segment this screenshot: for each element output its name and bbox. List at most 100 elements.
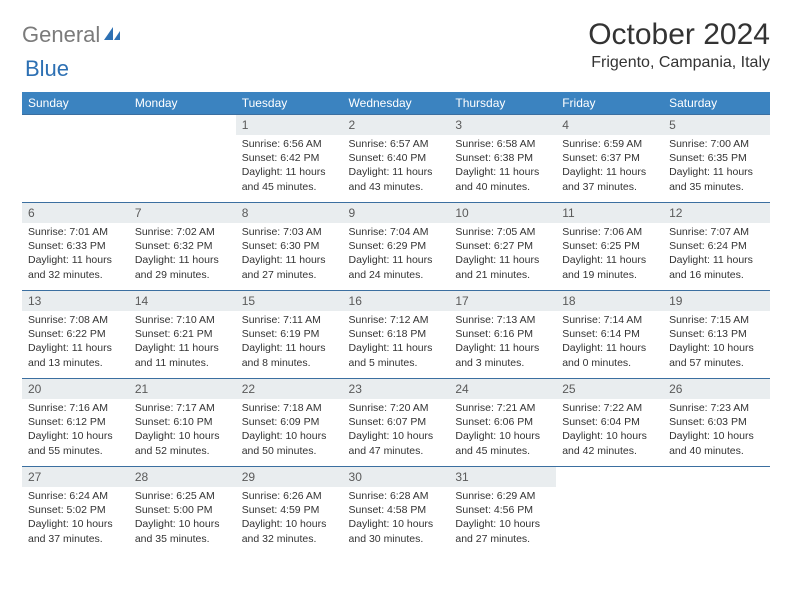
calendar-day-cell: 6Sunrise: 7:01 AMSunset: 6:33 PMDaylight…: [22, 203, 129, 291]
day-number: 27: [22, 467, 129, 487]
day-details: Sunrise: 7:12 AMSunset: 6:18 PMDaylight:…: [343, 311, 450, 374]
day-number: 31: [449, 467, 556, 487]
day-number: 30: [343, 467, 450, 487]
day-number: 13: [22, 291, 129, 311]
calendar-day-cell: 30Sunrise: 6:28 AMSunset: 4:58 PMDayligh…: [343, 467, 450, 555]
calendar-day-cell: 28Sunrise: 6:25 AMSunset: 5:00 PMDayligh…: [129, 467, 236, 555]
day-number: 1: [236, 115, 343, 135]
day-details: Sunrise: 7:04 AMSunset: 6:29 PMDaylight:…: [343, 223, 450, 286]
calendar-day-cell: 2Sunrise: 6:57 AMSunset: 6:40 PMDaylight…: [343, 115, 450, 203]
day-number: 8: [236, 203, 343, 223]
day-details: Sunrise: 6:28 AMSunset: 4:58 PMDaylight:…: [343, 487, 450, 550]
calendar-day-cell: 9Sunrise: 7:04 AMSunset: 6:29 PMDaylight…: [343, 203, 450, 291]
day-number: 15: [236, 291, 343, 311]
day-details: Sunrise: 7:22 AMSunset: 6:04 PMDaylight:…: [556, 399, 663, 462]
calendar-day-cell: 25Sunrise: 7:22 AMSunset: 6:04 PMDayligh…: [556, 379, 663, 467]
calendar-day-cell: 8Sunrise: 7:03 AMSunset: 6:30 PMDaylight…: [236, 203, 343, 291]
calendar-day-cell: 15Sunrise: 7:11 AMSunset: 6:19 PMDayligh…: [236, 291, 343, 379]
calendar-day-cell: 26Sunrise: 7:23 AMSunset: 6:03 PMDayligh…: [663, 379, 770, 467]
day-details: Sunrise: 6:56 AMSunset: 6:42 PMDaylight:…: [236, 135, 343, 198]
day-details: Sunrise: 6:25 AMSunset: 5:00 PMDaylight:…: [129, 487, 236, 550]
sail-icon: [102, 25, 122, 48]
logo: General: [22, 22, 122, 48]
day-number: 29: [236, 467, 343, 487]
day-number: 20: [22, 379, 129, 399]
day-number: 18: [556, 291, 663, 311]
calendar-day-cell: 23Sunrise: 7:20 AMSunset: 6:07 PMDayligh…: [343, 379, 450, 467]
day-details: Sunrise: 7:00 AMSunset: 6:35 PMDaylight:…: [663, 135, 770, 198]
calendar-week-row: 6Sunrise: 7:01 AMSunset: 6:33 PMDaylight…: [22, 203, 770, 291]
logo-text-blue: Blue: [25, 56, 69, 81]
location: Frigento, Campania, Italy: [588, 54, 770, 72]
calendar-day-cell: 29Sunrise: 6:26 AMSunset: 4:59 PMDayligh…: [236, 467, 343, 555]
day-number: 7: [129, 203, 236, 223]
day-number: 6: [22, 203, 129, 223]
calendar-week-row: 13Sunrise: 7:08 AMSunset: 6:22 PMDayligh…: [22, 291, 770, 379]
calendar-day-cell: 7Sunrise: 7:02 AMSunset: 6:32 PMDaylight…: [129, 203, 236, 291]
day-number: 19: [663, 291, 770, 311]
calendar-table: Sunday Monday Tuesday Wednesday Thursday…: [22, 92, 770, 555]
day-number: 2: [343, 115, 450, 135]
calendar-day-cell: [22, 115, 129, 203]
day-number: 22: [236, 379, 343, 399]
weekday-header: Friday: [556, 92, 663, 115]
day-number: 3: [449, 115, 556, 135]
day-details: Sunrise: 7:20 AMSunset: 6:07 PMDaylight:…: [343, 399, 450, 462]
day-details: Sunrise: 7:13 AMSunset: 6:16 PMDaylight:…: [449, 311, 556, 374]
weekday-header: Monday: [129, 92, 236, 115]
day-details: Sunrise: 7:21 AMSunset: 6:06 PMDaylight:…: [449, 399, 556, 462]
calendar-day-cell: 18Sunrise: 7:14 AMSunset: 6:14 PMDayligh…: [556, 291, 663, 379]
weekday-header: Thursday: [449, 92, 556, 115]
calendar-day-cell: 13Sunrise: 7:08 AMSunset: 6:22 PMDayligh…: [22, 291, 129, 379]
calendar-day-cell: 24Sunrise: 7:21 AMSunset: 6:06 PMDayligh…: [449, 379, 556, 467]
calendar-day-cell: 16Sunrise: 7:12 AMSunset: 6:18 PMDayligh…: [343, 291, 450, 379]
calendar-day-cell: 31Sunrise: 6:29 AMSunset: 4:56 PMDayligh…: [449, 467, 556, 555]
day-details: Sunrise: 7:01 AMSunset: 6:33 PMDaylight:…: [22, 223, 129, 286]
day-number: 14: [129, 291, 236, 311]
month-title: October 2024: [588, 18, 770, 52]
calendar-day-cell: 5Sunrise: 7:00 AMSunset: 6:35 PMDaylight…: [663, 115, 770, 203]
weekday-header: Wednesday: [343, 92, 450, 115]
day-details: Sunrise: 7:16 AMSunset: 6:12 PMDaylight:…: [22, 399, 129, 462]
calendar-week-row: 1Sunrise: 6:56 AMSunset: 6:42 PMDaylight…: [22, 115, 770, 203]
weekday-header: Tuesday: [236, 92, 343, 115]
calendar-day-cell: 17Sunrise: 7:13 AMSunset: 6:16 PMDayligh…: [449, 291, 556, 379]
day-number: 17: [449, 291, 556, 311]
day-details: Sunrise: 7:05 AMSunset: 6:27 PMDaylight:…: [449, 223, 556, 286]
weekday-header-row: Sunday Monday Tuesday Wednesday Thursday…: [22, 92, 770, 115]
day-details: Sunrise: 7:10 AMSunset: 6:21 PMDaylight:…: [129, 311, 236, 374]
day-details: Sunrise: 7:02 AMSunset: 6:32 PMDaylight:…: [129, 223, 236, 286]
day-number: 23: [343, 379, 450, 399]
calendar-day-cell: [129, 115, 236, 203]
day-number: 16: [343, 291, 450, 311]
day-details: Sunrise: 7:03 AMSunset: 6:30 PMDaylight:…: [236, 223, 343, 286]
calendar-day-cell: 10Sunrise: 7:05 AMSunset: 6:27 PMDayligh…: [449, 203, 556, 291]
day-number: 28: [129, 467, 236, 487]
day-details: Sunrise: 6:59 AMSunset: 6:37 PMDaylight:…: [556, 135, 663, 198]
day-details: Sunrise: 6:29 AMSunset: 4:56 PMDaylight:…: [449, 487, 556, 550]
title-block: October 2024 Frigento, Campania, Italy: [588, 18, 770, 72]
weekday-header: Saturday: [663, 92, 770, 115]
day-details: Sunrise: 7:23 AMSunset: 6:03 PMDaylight:…: [663, 399, 770, 462]
day-details: Sunrise: 7:06 AMSunset: 6:25 PMDaylight:…: [556, 223, 663, 286]
day-details: Sunrise: 6:26 AMSunset: 4:59 PMDaylight:…: [236, 487, 343, 550]
day-number: 24: [449, 379, 556, 399]
calendar-day-cell: 4Sunrise: 6:59 AMSunset: 6:37 PMDaylight…: [556, 115, 663, 203]
calendar-day-cell: 14Sunrise: 7:10 AMSunset: 6:21 PMDayligh…: [129, 291, 236, 379]
calendar-day-cell: 22Sunrise: 7:18 AMSunset: 6:09 PMDayligh…: [236, 379, 343, 467]
day-details: Sunrise: 7:15 AMSunset: 6:13 PMDaylight:…: [663, 311, 770, 374]
calendar-day-cell: 27Sunrise: 6:24 AMSunset: 5:02 PMDayligh…: [22, 467, 129, 555]
calendar-week-row: 27Sunrise: 6:24 AMSunset: 5:02 PMDayligh…: [22, 467, 770, 555]
day-details: Sunrise: 7:07 AMSunset: 6:24 PMDaylight:…: [663, 223, 770, 286]
day-number: 10: [449, 203, 556, 223]
calendar-day-cell: 19Sunrise: 7:15 AMSunset: 6:13 PMDayligh…: [663, 291, 770, 379]
day-number: 9: [343, 203, 450, 223]
day-number: 5: [663, 115, 770, 135]
day-number: 4: [556, 115, 663, 135]
logo-text-general: General: [22, 22, 100, 48]
day-details: Sunrise: 7:14 AMSunset: 6:14 PMDaylight:…: [556, 311, 663, 374]
calendar-day-cell: 3Sunrise: 6:58 AMSunset: 6:38 PMDaylight…: [449, 115, 556, 203]
calendar-day-cell: [556, 467, 663, 555]
calendar-day-cell: [663, 467, 770, 555]
day-details: Sunrise: 7:11 AMSunset: 6:19 PMDaylight:…: [236, 311, 343, 374]
